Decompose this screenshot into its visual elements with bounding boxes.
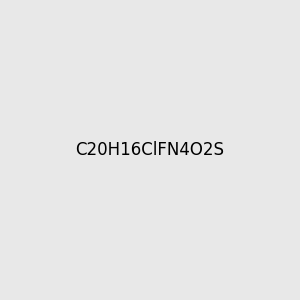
Text: C20H16ClFN4O2S: C20H16ClFN4O2S bbox=[76, 141, 224, 159]
